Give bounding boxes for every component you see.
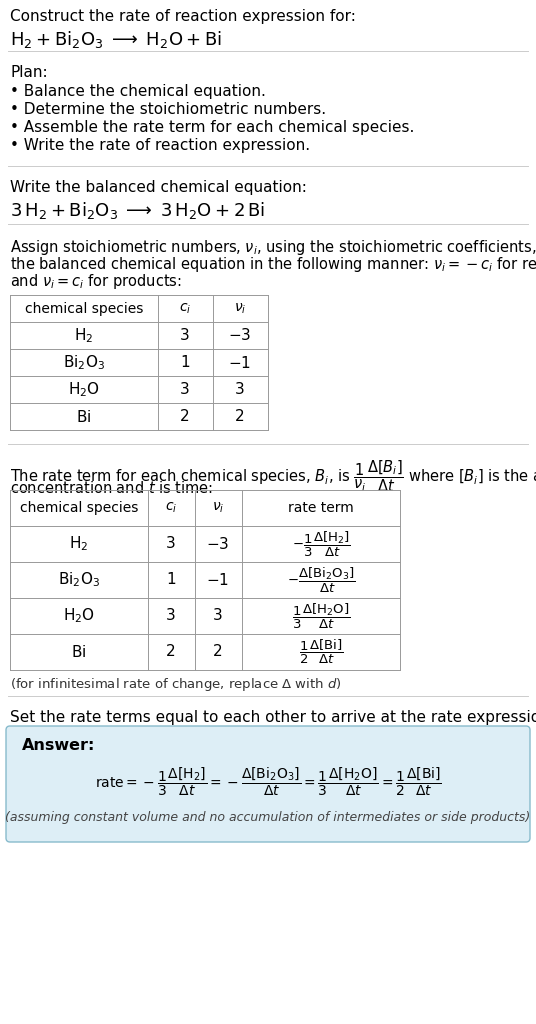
Text: the balanced chemical equation in the following manner: $\nu_i = -c_i$ for react: the balanced chemical equation in the fo… <box>10 255 536 274</box>
Text: 3: 3 <box>166 537 176 552</box>
Text: $-1$: $-1$ <box>228 354 251 371</box>
Text: 2: 2 <box>213 644 223 659</box>
Text: • Balance the chemical equation.: • Balance the chemical equation. <box>10 84 266 99</box>
Text: • Determine the stoichiometric numbers.: • Determine the stoichiometric numbers. <box>10 102 326 117</box>
Text: $c_i$: $c_i$ <box>179 301 191 315</box>
Text: • Assemble the rate term for each chemical species.: • Assemble the rate term for each chemic… <box>10 120 414 135</box>
Text: $\nu_i$: $\nu_i$ <box>212 501 224 515</box>
Text: $-\dfrac{1}{3}\dfrac{\Delta[\mathrm{H_2}]}{\Delta t}$: $-\dfrac{1}{3}\dfrac{\Delta[\mathrm{H_2}… <box>292 529 351 559</box>
Text: chemical species: chemical species <box>20 501 138 515</box>
Text: chemical species: chemical species <box>25 301 143 315</box>
Bar <box>10 295 268 430</box>
Text: The rate term for each chemical species, $B_i$, is $\dfrac{1}{\nu_i}\dfrac{\Delt: The rate term for each chemical species,… <box>10 458 536 494</box>
Text: 1: 1 <box>166 572 176 588</box>
Text: $\mathrm{H_2}$: $\mathrm{H_2}$ <box>69 535 88 553</box>
Text: $\mathrm{H_2O}$: $\mathrm{H_2O}$ <box>63 606 95 626</box>
Text: 3: 3 <box>235 382 245 397</box>
Text: 2: 2 <box>166 644 176 659</box>
Text: Set the rate terms equal to each other to arrive at the rate expression:: Set the rate terms equal to each other t… <box>10 710 536 725</box>
Text: 3: 3 <box>180 382 190 397</box>
Text: $\dfrac{1}{3}\dfrac{\Delta[\mathrm{H_2O}]}{\Delta t}$: $\dfrac{1}{3}\dfrac{\Delta[\mathrm{H_2O}… <box>292 601 350 631</box>
Text: $\mathrm{rate} = -\dfrac{1}{3}\dfrac{\Delta[\mathrm{H_2}]}{\Delta t} = -\dfrac{\: $\mathrm{rate} = -\dfrac{1}{3}\dfrac{\De… <box>94 766 442 798</box>
Text: $-3$: $-3$ <box>228 328 251 343</box>
Text: Construct the rate of reaction expression for:: Construct the rate of reaction expressio… <box>10 9 356 24</box>
Bar <box>10 490 400 670</box>
Text: • Write the rate of reaction expression.: • Write the rate of reaction expression. <box>10 138 310 153</box>
Text: Assign stoichiometric numbers, $\nu_i$, using the stoichiometric coefficients, $: Assign stoichiometric numbers, $\nu_i$, … <box>10 238 536 257</box>
Text: Answer:: Answer: <box>22 738 95 753</box>
Text: $-1$: $-1$ <box>206 572 229 588</box>
Text: rate term: rate term <box>288 501 354 515</box>
Text: $\mathrm{H_2}$: $\mathrm{H_2}$ <box>75 327 94 345</box>
Text: (for infinitesimal rate of change, replace $\Delta$ with $d$): (for infinitesimal rate of change, repla… <box>10 676 342 693</box>
Text: $\mathrm{Bi}$: $\mathrm{Bi}$ <box>71 644 87 660</box>
Text: 1: 1 <box>180 355 190 370</box>
Text: concentration and $t$ is time:: concentration and $t$ is time: <box>10 480 213 496</box>
Text: $\mathrm{Bi_2O_3}$: $\mathrm{Bi_2O_3}$ <box>63 353 105 372</box>
Text: $-3$: $-3$ <box>206 536 229 552</box>
Text: (assuming constant volume and no accumulation of intermediates or side products): (assuming constant volume and no accumul… <box>5 811 531 824</box>
Text: $\dfrac{1}{2}\dfrac{\Delta[\mathrm{Bi}]}{\Delta t}$: $\dfrac{1}{2}\dfrac{\Delta[\mathrm{Bi}]}… <box>299 638 343 666</box>
Text: $\mathrm{Bi}$: $\mathrm{Bi}$ <box>76 409 92 425</box>
Text: $-\dfrac{\Delta[\mathrm{Bi_2O_3}]}{\Delta t}$: $-\dfrac{\Delta[\mathrm{Bi_2O_3}]}{\Delt… <box>287 565 355 595</box>
Text: $3\,\mathrm{H_2} + \mathrm{Bi_2O_3} \;\longrightarrow\; 3\,\mathrm{H_2O} + 2\,\m: $3\,\mathrm{H_2} + \mathrm{Bi_2O_3} \;\l… <box>10 200 265 221</box>
FancyBboxPatch shape <box>6 726 530 842</box>
Text: $\nu_i$: $\nu_i$ <box>234 301 246 315</box>
Text: 3: 3 <box>180 328 190 343</box>
Text: Write the balanced chemical equation:: Write the balanced chemical equation: <box>10 180 307 195</box>
Text: 3: 3 <box>166 608 176 624</box>
Text: 2: 2 <box>180 409 190 424</box>
Text: 2: 2 <box>235 409 245 424</box>
Text: $\mathrm{Bi_2O_3}$: $\mathrm{Bi_2O_3}$ <box>58 570 100 590</box>
Text: and $\nu_i = c_i$ for products:: and $\nu_i = c_i$ for products: <box>10 272 182 291</box>
Text: $c_i$: $c_i$ <box>165 501 177 515</box>
Text: $\mathrm{H_2} + \mathrm{Bi_2O_3} \;\longrightarrow\; \mathrm{H_2O} + \mathrm{Bi}: $\mathrm{H_2} + \mathrm{Bi_2O_3} \;\long… <box>10 29 222 50</box>
Text: Plan:: Plan: <box>10 65 48 80</box>
Text: 3: 3 <box>213 608 223 624</box>
Text: $\mathrm{H_2O}$: $\mathrm{H_2O}$ <box>68 380 100 399</box>
